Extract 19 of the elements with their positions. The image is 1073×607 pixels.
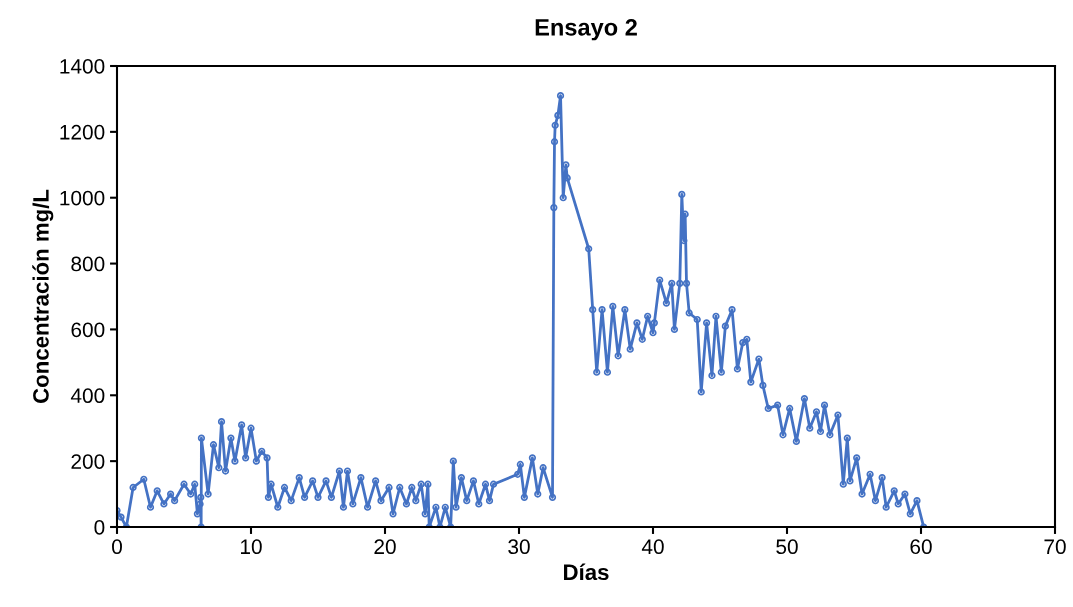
- x-tick-label: 70: [1044, 539, 1066, 555]
- y-tick-label: 200: [71, 454, 105, 469]
- y-tick-label: 1400: [60, 59, 105, 74]
- chart-title: Ensayo 2: [535, 18, 637, 41]
- y-tick-label: 800: [71, 256, 105, 272]
- x-tick-label: 40: [641, 539, 664, 555]
- x-tick-label: 10: [241, 539, 262, 555]
- y-tick-label: 400: [70, 388, 105, 404]
- y-axis-title: Concentración mg/L: [32, 189, 54, 403]
- x-tick-label: 0: [112, 539, 122, 555]
- y-tick-label: 1000: [60, 190, 105, 206]
- x-tick-label: 60: [910, 539, 932, 555]
- x-tick-label: 20: [374, 539, 396, 555]
- x-tick-label: 30: [508, 539, 530, 555]
- x-axis-title: Días: [564, 563, 609, 581]
- x-tick-label: 50: [776, 539, 798, 555]
- y-tick-label: 600: [71, 322, 105, 338]
- y-tick-label: 0: [94, 520, 105, 535]
- y-tick-label: 1200: [60, 124, 105, 140]
